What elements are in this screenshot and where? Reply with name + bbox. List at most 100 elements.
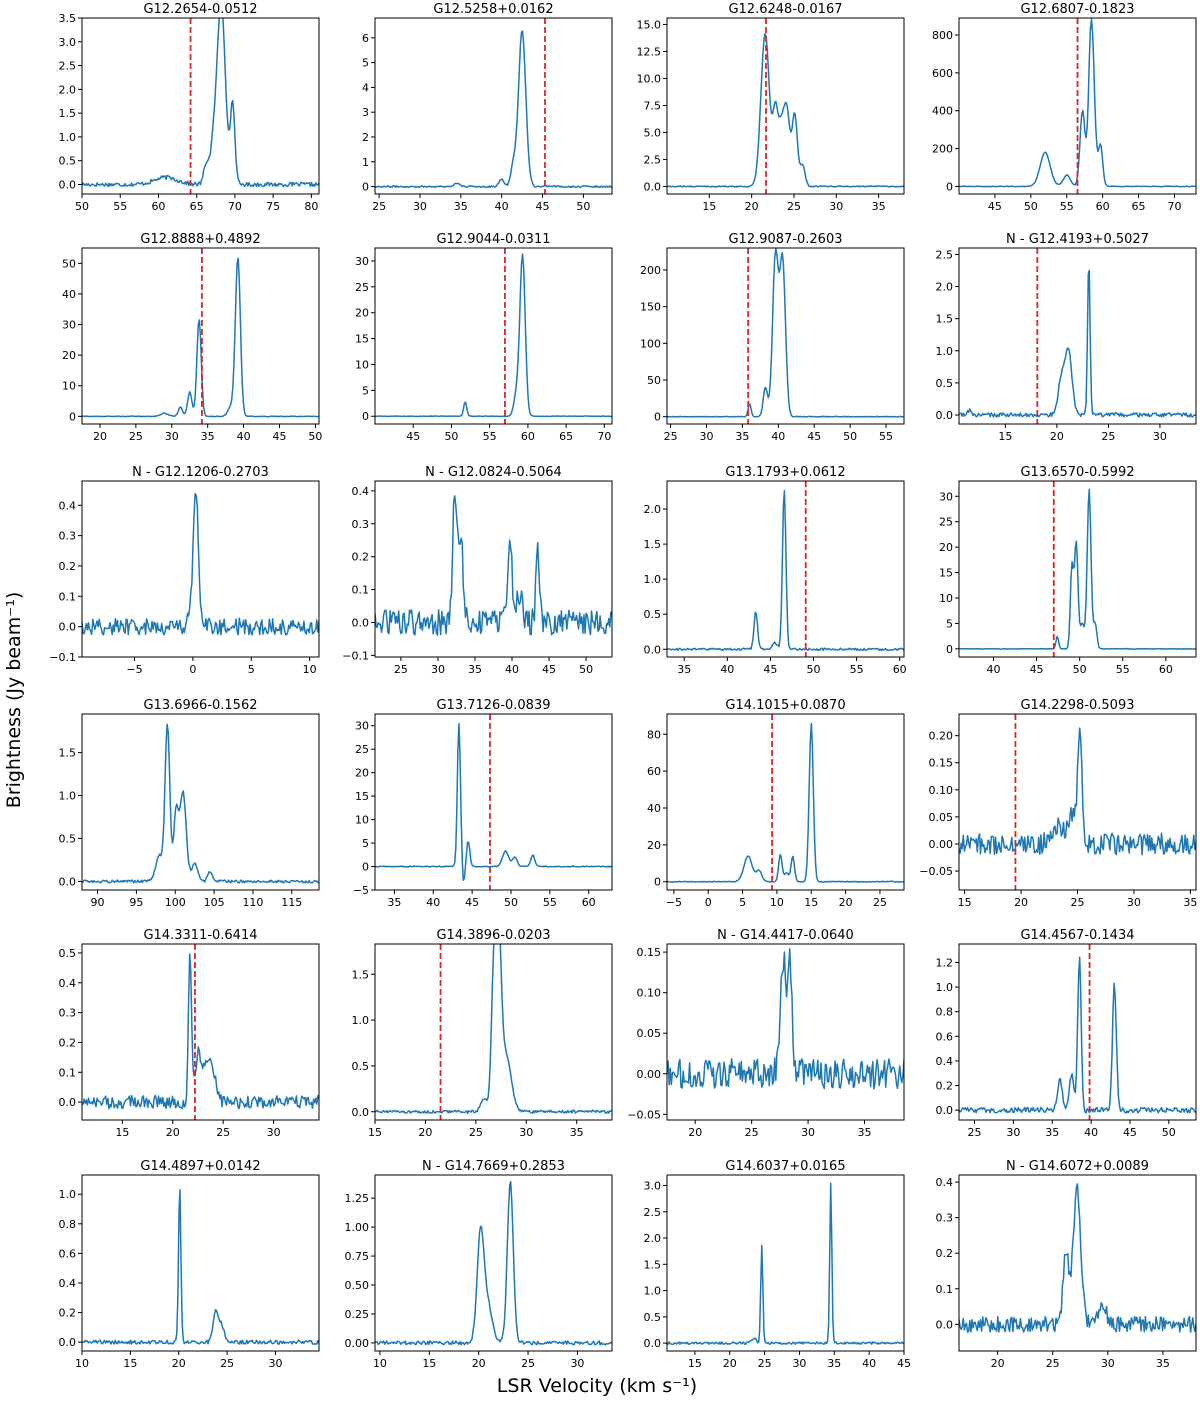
x-tick-label: 35 — [1045, 1126, 1059, 1139]
axes-frame — [374, 713, 613, 891]
x-tick-label: 35 — [872, 200, 886, 213]
x-tick-label: 15 — [958, 896, 972, 909]
y-tick-label: 0.25 — [345, 1308, 370, 1321]
x-tick-label: 20 — [839, 896, 853, 909]
x-tick-label: 35 — [201, 430, 215, 443]
x-tick-label: 30 — [413, 200, 427, 213]
x-tick-label: 60 — [893, 663, 907, 676]
y-tick-label: 12.5 — [637, 45, 662, 58]
y-tick-label: 1.0 — [936, 345, 954, 358]
spectrum-panel: N - G12.4193+0.5027 15 20 25 30 0.0 0.5 1.0 1.5 2… — [936, 232, 1197, 443]
spectrum-panel: G14.4897+0.0142 10 15 20 25 30 0.0 0.2 0.4 0.6 0.8… — [59, 1159, 320, 1370]
y-tick-label: 0.00 — [345, 1337, 370, 1350]
y-tick-label: 1.5 — [59, 747, 77, 760]
y-tick-label: 15 — [355, 790, 369, 803]
y-tick-label: 0.0 — [352, 616, 370, 629]
x-tick-label: 40 — [986, 663, 1000, 676]
y-tick-label: 50 — [62, 257, 76, 270]
y-tick-label: 1.2 — [936, 956, 954, 969]
y-tick-label: 0.4 — [936, 1055, 954, 1068]
panel-title: G14.2298-0.5093 — [1020, 698, 1134, 713]
panel-title: G13.6570-0.5992 — [1020, 465, 1134, 480]
x-tick-label: 35 — [1183, 896, 1197, 909]
y-tick-label: 0.00 — [929, 838, 954, 851]
y-tick-label: 40 — [62, 288, 76, 301]
x-tick-label: 15 — [998, 430, 1012, 443]
y-tick-label: 0.3 — [352, 518, 370, 531]
panel-title: G12.6248-0.0167 — [728, 2, 842, 17]
x-tick-label: 15 — [702, 200, 716, 213]
x-tick-label: 30 — [268, 1357, 282, 1370]
spectrum-line — [667, 722, 904, 883]
x-tick-label: 5 — [739, 896, 746, 909]
y-tick-label: 1 — [362, 156, 369, 169]
x-tick-label: 5 — [248, 663, 255, 676]
x-tick-label: 80 — [304, 200, 318, 213]
x-tick-label: 15 — [368, 1126, 382, 1139]
y-tick-label: 0 — [654, 411, 661, 424]
panel-title: G12.5258+0.0162 — [433, 2, 553, 17]
y-tick-label: 20 — [647, 839, 661, 852]
x-tick-label: 40 — [771, 430, 785, 443]
y-tick-label: 2.5 — [644, 1206, 662, 1219]
y-tick-label: 0.2 — [936, 1247, 954, 1260]
x-tick-label: 60 — [521, 430, 535, 443]
x-tick-label: 55 — [483, 430, 497, 443]
y-tick-label: 2.5 — [59, 60, 77, 73]
axes-frame — [958, 480, 1197, 658]
y-tick-label: 0.0 — [936, 409, 954, 422]
x-tick-label: 65 — [1132, 200, 1146, 213]
spectrum-panel: G12.9044-0.0311 45 50 55 60 65 70 0 5 10 15 20 25 30 — [355, 232, 613, 443]
y-tick-label: 1.0 — [936, 981, 954, 994]
y-tick-label: 0.4 — [59, 499, 77, 512]
panel-title: N - G12.1206-0.2703 — [132, 465, 269, 480]
x-tick-label: 35 — [468, 663, 482, 676]
axes-frame — [81, 1174, 320, 1352]
y-tick-label: 15 — [355, 333, 369, 346]
x-tick-label: 50 — [444, 430, 458, 443]
x-tick-label: 30 — [700, 430, 714, 443]
y-tick-label: 1.5 — [936, 313, 954, 326]
x-tick-label: 0 — [189, 663, 196, 676]
y-tick-label: 0.4 — [936, 1176, 954, 1189]
y-tick-label: 0.3 — [59, 1007, 77, 1020]
y-tick-label: 80 — [647, 728, 661, 741]
x-tick-label: 25 — [1101, 430, 1115, 443]
x-tick-label: 35 — [735, 430, 749, 443]
y-tick-label: 5 — [362, 837, 369, 850]
axes-frame — [666, 480, 905, 658]
y-tick-label: 0 — [654, 876, 661, 889]
spectrum-panel: G13.1793+0.0612 35 40 45 50 55 60 0.0 0.5 1.0 1.5 2… — [644, 465, 907, 676]
y-tick-label: 600 — [932, 67, 953, 80]
x-tick-label: 30 — [1153, 430, 1167, 443]
y-tick-label: −0.1 — [342, 649, 369, 662]
x-tick-label: 40 — [426, 896, 440, 909]
x-tick-label: 70 — [228, 200, 242, 213]
y-tick-label: 200 — [932, 143, 953, 156]
y-tick-label: 10 — [355, 358, 369, 371]
axes-frame — [666, 713, 905, 891]
spectrum-line — [375, 944, 612, 1115]
panel-title: G12.6807-0.1823 — [1020, 2, 1134, 17]
y-tick-label: 5 — [946, 617, 953, 630]
x-tick-label: 10 — [75, 1357, 89, 1370]
y-tick-label: 1.0 — [352, 1014, 370, 1027]
x-tick-label: 60 — [1159, 663, 1173, 676]
y-tick-label: 2.0 — [644, 503, 662, 516]
y-tick-label: 40 — [647, 802, 661, 815]
y-tick-label: 6 — [362, 32, 369, 45]
spectrum-line — [82, 723, 319, 884]
spectrum-panel: G14.6037+0.0165 15 20 25 30 35 40 45 0.0 0.5 1.0 1.… — [644, 1159, 912, 1370]
x-tick-label: 45 — [1123, 1126, 1137, 1139]
x-tick-label: 20 — [745, 200, 759, 213]
y-tick-label: 20 — [939, 541, 953, 554]
y-tick-label: 1.5 — [644, 538, 662, 551]
y-tick-label: 0.1 — [59, 1066, 77, 1079]
y-tick-label: 30 — [355, 255, 369, 268]
axes-frame — [81, 713, 320, 891]
spectrum-line — [959, 1183, 1196, 1333]
panel-title: G13.6966-0.1562 — [143, 698, 257, 713]
x-tick-label: 30 — [1127, 896, 1141, 909]
x-tick-label: 20 — [172, 1357, 186, 1370]
y-tick-label: 0.0 — [644, 180, 662, 193]
